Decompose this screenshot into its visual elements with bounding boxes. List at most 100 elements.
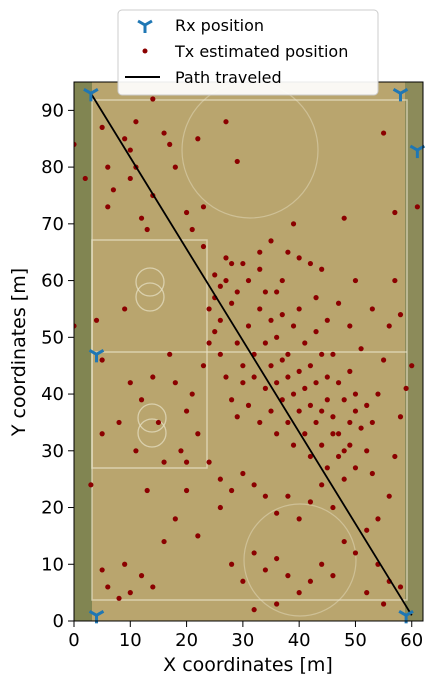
rx-marker [88, 610, 105, 624]
tx-point [352, 408, 359, 414]
tx-point [319, 351, 325, 357]
y-tick-label: 30 [41, 441, 64, 462]
tx-point [268, 363, 274, 369]
tx-point [122, 561, 128, 567]
tx-point [93, 317, 100, 323]
tx-point [307, 260, 314, 267]
tx-point [127, 147, 133, 153]
tx-point [251, 607, 257, 613]
tx-point [127, 175, 133, 182]
tx-point [392, 277, 398, 284]
tx-point [307, 578, 314, 584]
tx-point [302, 385, 308, 391]
tx-point [347, 442, 353, 448]
tx-point [369, 306, 375, 312]
tx-point [183, 459, 190, 465]
tx-point [262, 567, 268, 573]
y-axis-ticks: 0 10 20 30 40 50 60 70 80 90 [41, 100, 74, 632]
tx-point [341, 538, 347, 545]
tx-point [229, 300, 235, 306]
tx-point [206, 306, 212, 312]
tx-point [189, 391, 195, 397]
tx-point [217, 476, 223, 482]
tx-point [212, 272, 218, 278]
x-tick-label: 20 [175, 630, 198, 651]
y-axis-label: Y coordinates [m] [8, 268, 30, 437]
tx-point [150, 374, 156, 380]
tx-point [223, 277, 229, 284]
legend-rx-marker-glyph [137, 19, 153, 33]
tx-point [352, 465, 359, 471]
tx-point [257, 306, 263, 312]
tx-point [274, 289, 280, 295]
y-tick-label: 40 [41, 384, 64, 405]
tx-point [105, 584, 111, 590]
tx-point [285, 374, 291, 380]
x-tick-label: 30 [231, 630, 254, 651]
tx-point [234, 289, 240, 295]
tx-point [262, 385, 268, 391]
tx-point [364, 402, 370, 408]
tx-point [296, 306, 302, 312]
tx-point [189, 226, 195, 233]
tx-point [240, 363, 246, 369]
tx-point [296, 408, 302, 414]
tx-point [200, 363, 207, 369]
tx-point [285, 493, 291, 499]
legend-label-tx: Tx estimated position [174, 42, 348, 61]
y-tick-label: 0 [53, 611, 64, 632]
tx-point [307, 363, 314, 369]
tx-point [161, 459, 167, 465]
tx-point [319, 482, 325, 488]
tx-point [285, 351, 291, 357]
tx-point [144, 487, 150, 494]
tx-point [380, 130, 387, 136]
tx-point [105, 204, 111, 210]
tx-point [302, 431, 308, 437]
tx-point [195, 431, 201, 437]
x-axis-ticks: 0 10 20 30 40 50 60 [68, 621, 423, 651]
y-tick-label: 70 [41, 214, 64, 235]
tx-point [364, 590, 370, 596]
y-tick-label: 10 [41, 554, 64, 575]
y-tick-label: 20 [41, 498, 64, 519]
tx-point [229, 260, 235, 267]
tx-point [279, 357, 285, 363]
tx-point [234, 340, 240, 346]
x-tick-label: 60 [400, 630, 423, 651]
tx-point [324, 317, 330, 323]
tx-point [172, 516, 178, 522]
tx-point [397, 414, 404, 420]
tx-point [133, 448, 139, 454]
tx-point [302, 340, 308, 346]
rx-position-series [83, 88, 426, 624]
tx-point [330, 351, 336, 357]
tx-point [150, 584, 156, 590]
tx-point [234, 158, 240, 165]
tx-point [223, 119, 229, 125]
tx-point [161, 130, 167, 136]
tx-point [116, 595, 122, 601]
tx-point [167, 141, 173, 148]
tx-point [99, 124, 105, 130]
legend-rx-marker [137, 19, 153, 33]
tx-point [240, 470, 246, 477]
tx-point [206, 459, 212, 465]
tx-point [138, 215, 145, 221]
tx-point [212, 329, 218, 335]
y-tick-label: 80 [41, 157, 64, 178]
tx-point [234, 414, 240, 420]
tx-point [324, 465, 330, 471]
y-tick-label: 60 [41, 271, 64, 292]
tx-point [296, 368, 302, 374]
tx-point [74, 323, 77, 329]
tx-point [375, 391, 381, 397]
tx-point [352, 277, 359, 284]
tx-point [99, 357, 105, 363]
field-background [74, 82, 423, 621]
tx-point [200, 243, 207, 250]
tx-point [268, 317, 274, 323]
tx-point [172, 164, 178, 170]
tx-point [307, 453, 314, 460]
tx-point [262, 289, 268, 295]
